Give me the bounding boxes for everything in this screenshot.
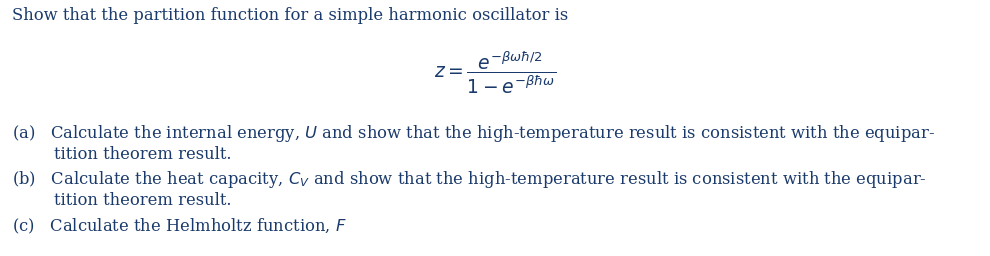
Text: (b)   Calculate the heat capacity, $C_V$ and show that the high-temperature resu: (b) Calculate the heat capacity, $C_V$ a… — [12, 169, 927, 190]
Text: tition theorem result.: tition theorem result. — [12, 192, 232, 209]
Text: (c)   Calculate the Helmholtz function, $F$: (c) Calculate the Helmholtz function, $F… — [12, 217, 346, 236]
Text: (a)   Calculate the internal energy, $U$ and show that the high-temperature resu: (a) Calculate the internal energy, $U$ a… — [12, 123, 936, 144]
Text: tition theorem result.: tition theorem result. — [12, 146, 232, 163]
Text: Show that the partition function for a simple harmonic oscillator is: Show that the partition function for a s… — [12, 7, 568, 24]
Text: $z = \dfrac{e^{-\beta\omega\hbar/2}}{1 - e^{-\beta\hbar\omega}}$: $z = \dfrac{e^{-\beta\omega\hbar/2}}{1 -… — [434, 50, 556, 96]
